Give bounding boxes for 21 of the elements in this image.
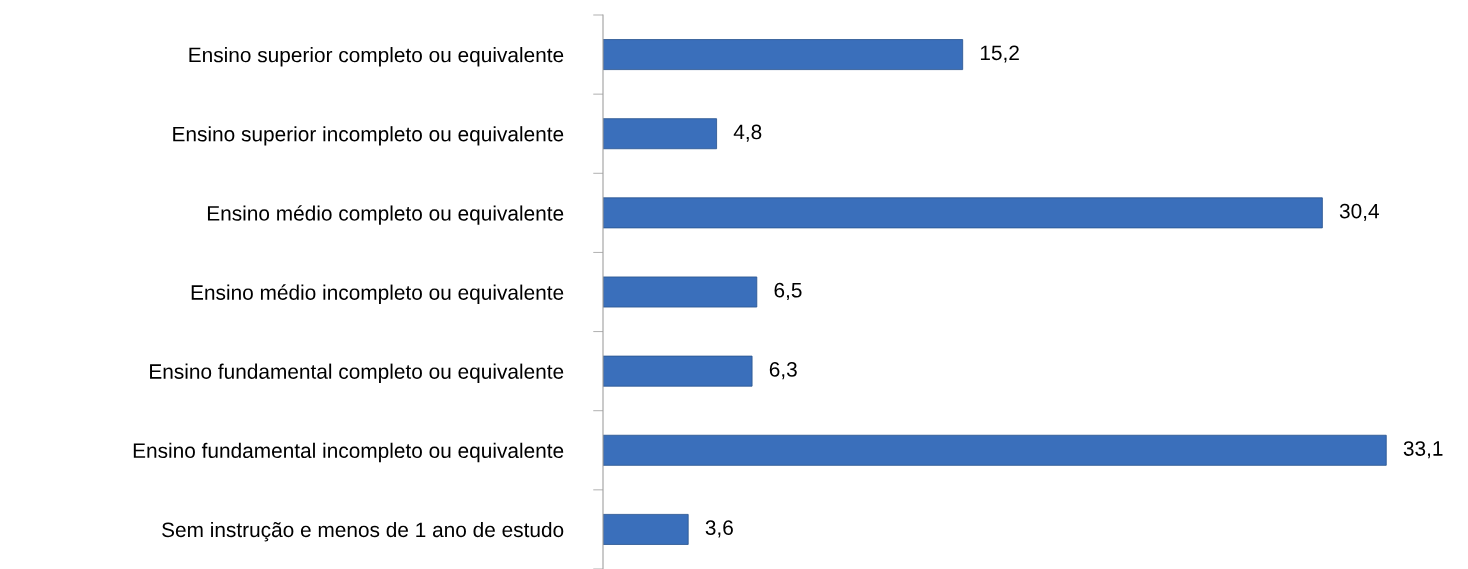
y-tick-label: Ensino superior completo ou equivalente xyxy=(189,47,564,67)
y-tick-label: Ensino superior incompleto ou equivalente xyxy=(173,126,564,146)
data-label: 15,2 xyxy=(980,45,1019,63)
y-tick-label: Ensino médio completo ou equivalente xyxy=(207,205,564,225)
data-label: 6,3 xyxy=(769,361,797,380)
bar xyxy=(603,39,964,71)
y-tick-label: Ensino fundamental completo ou equivalente xyxy=(150,363,564,384)
data-label: 33,1 xyxy=(1403,441,1443,459)
bar xyxy=(603,276,758,308)
data-label: 3,6 xyxy=(705,520,733,538)
bar xyxy=(603,513,689,545)
y-tick-label: Sem instrução e menos de 1 ano de estudo xyxy=(162,521,564,542)
y-tick-label: Ensino fundamental incompleto ou equivalente xyxy=(133,442,564,463)
y-tick-label: Ensino médio incompleto ou equivalente xyxy=(191,284,564,304)
data-label: 30,4 xyxy=(1339,203,1379,221)
data-label: 4,8 xyxy=(733,124,762,142)
data-label: 6,5 xyxy=(774,282,802,301)
bar xyxy=(603,355,753,387)
bar xyxy=(603,197,1323,229)
bar xyxy=(603,434,1387,466)
bar xyxy=(603,118,717,150)
